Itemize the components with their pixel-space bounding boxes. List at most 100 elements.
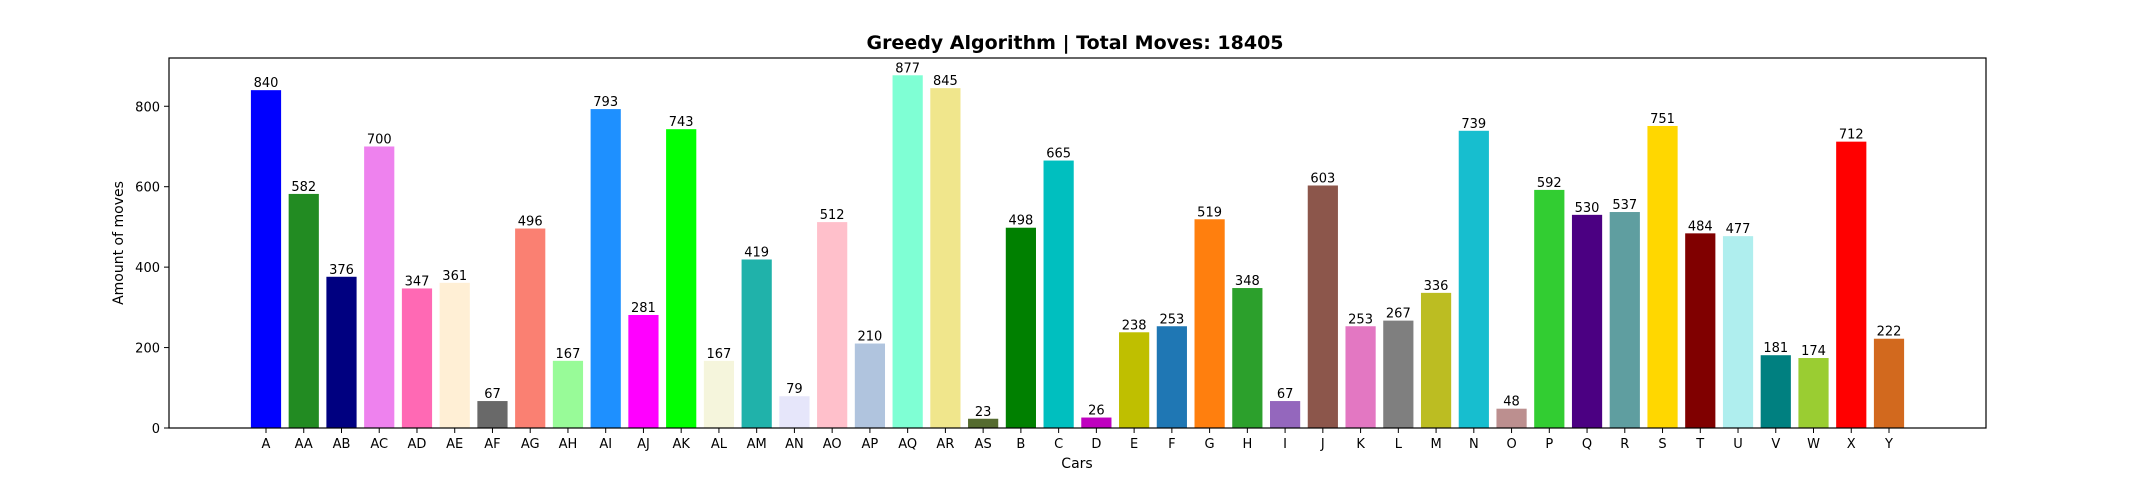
bar-a: [250, 90, 282, 429]
bar-value-label: 751: [1650, 112, 1675, 127]
bar-j: [1307, 185, 1338, 428]
bar-ar: [930, 88, 961, 428]
y-tick-label: 800: [135, 100, 160, 115]
y-axis: 0 200 400 600 800: [135, 100, 169, 437]
bar-value-label: 519: [1197, 205, 1222, 220]
x-tick-label: J: [1320, 437, 1325, 452]
x-tick-label: N: [1469, 437, 1479, 452]
bar-al: [703, 360, 735, 428]
bar-ao: [817, 222, 848, 428]
bar-ac: [364, 146, 395, 429]
bar-value-label: 181: [1763, 341, 1788, 356]
bar-aj: [628, 314, 659, 428]
chart-title: Greedy Algorithm | Total Moves: 18405: [866, 32, 1283, 54]
x-tick-label: X: [1847, 437, 1856, 452]
x-tick-label: AJ: [637, 437, 650, 452]
y-tick-label: 0: [152, 422, 160, 437]
bar-b: [1005, 227, 1036, 428]
bar-value-label: 222: [1877, 325, 1902, 340]
x-tick-label: H: [1242, 437, 1252, 452]
bar-s: [1647, 125, 1678, 428]
bar-ap: [854, 343, 886, 428]
bar-value-label: 498: [1008, 214, 1033, 229]
x-tick-label: I: [1283, 437, 1287, 452]
bar-u: [1722, 236, 1754, 428]
bar-g: [1194, 219, 1225, 428]
x-tick-label: AA: [295, 437, 313, 452]
bar-value-label: 530: [1575, 201, 1600, 216]
bar-as: [968, 418, 999, 428]
bar-ab: [326, 276, 357, 428]
x-tick-label: AD: [408, 437, 427, 452]
bar-ag: [515, 228, 546, 428]
plot-area-frame: [168, 57, 1987, 429]
bar-value-label: 712: [1839, 128, 1864, 143]
bar-n: [1458, 130, 1489, 429]
bar-k: [1345, 326, 1376, 428]
bar-value-label: 477: [1726, 222, 1751, 237]
x-tick-label: D: [1091, 437, 1101, 452]
bar-x: [1836, 141, 1867, 428]
bar-value-label: 743: [669, 115, 694, 130]
bar-ak: [666, 129, 697, 428]
bar-af: [477, 401, 508, 428]
x-tick-label: A: [262, 437, 271, 452]
x-tick-label: V: [1771, 437, 1780, 452]
bar-aq: [892, 75, 923, 428]
bar-value-label: 592: [1537, 176, 1562, 191]
bar-value-label: 238: [1122, 318, 1147, 333]
x-tick-label: AC: [370, 437, 388, 452]
x-axis-label: Cars: [1061, 456, 1092, 472]
bar-i: [1270, 401, 1301, 428]
x-tick-label: AH: [559, 437, 578, 452]
x-tick-label: AG: [521, 437, 540, 452]
bar-value-label: 537: [1612, 198, 1637, 213]
bar-value-label: 665: [1046, 147, 1071, 162]
x-tick-label: AI: [599, 437, 612, 452]
bar-value-label: 174: [1801, 344, 1826, 359]
bar-ad: [401, 288, 433, 428]
bar-p: [1534, 189, 1565, 428]
x-tick-label: AR: [936, 437, 954, 452]
x-axis: A AA AB AC AD AE AF AG AH AI AJ AK AL AM AN AO AP AQ AR AS B…: [262, 428, 1893, 452]
x-tick-label: G: [1205, 437, 1215, 452]
x-tick-label: R: [1620, 437, 1629, 452]
x-tick-label: AB: [333, 437, 351, 452]
bar-value-label: 484: [1688, 219, 1713, 234]
bar-value-label: 253: [1348, 312, 1373, 327]
bar-value-label: 79: [786, 382, 803, 397]
bar-value-label: 48: [1503, 395, 1520, 410]
x-tick-label: W: [1807, 437, 1820, 452]
bar-f: [1156, 326, 1187, 428]
x-tick-label: K: [1356, 437, 1365, 452]
bar-value-label: 281: [631, 301, 656, 316]
bar-v: [1760, 355, 1791, 428]
bar-ae: [439, 282, 470, 428]
bar-value-label: 700: [367, 132, 392, 147]
x-tick-label: AK: [672, 437, 690, 452]
x-tick-label: E: [1130, 437, 1138, 452]
bar-ah: [552, 360, 584, 428]
bar-value-label: 67: [1277, 387, 1294, 402]
y-tick-label: 200: [135, 342, 160, 357]
bar-value-label: 23: [975, 405, 992, 420]
bar-value-label: 845: [933, 74, 958, 89]
bar-value-label: 336: [1424, 279, 1449, 294]
x-tick-label: C: [1054, 437, 1063, 452]
x-tick-label: F: [1168, 437, 1175, 452]
bar-value-label: 376: [329, 263, 354, 278]
x-tick-label: P: [1545, 437, 1553, 452]
bar-value-label: 793: [593, 95, 618, 110]
bar-an: [779, 396, 810, 428]
bar-am: [741, 259, 772, 428]
x-tick-label: S: [1658, 437, 1666, 452]
bar-value-label: 167: [556, 347, 581, 362]
bar-value-label: 603: [1310, 171, 1335, 186]
x-tick-label: AS: [975, 437, 992, 452]
bar-value-label: 496: [518, 215, 543, 230]
bar-value-label: 361: [442, 269, 467, 284]
bar-value-label: 67: [484, 387, 501, 402]
y-tick-label: 400: [135, 261, 160, 276]
bar-value-label: 26: [1088, 404, 1105, 419]
